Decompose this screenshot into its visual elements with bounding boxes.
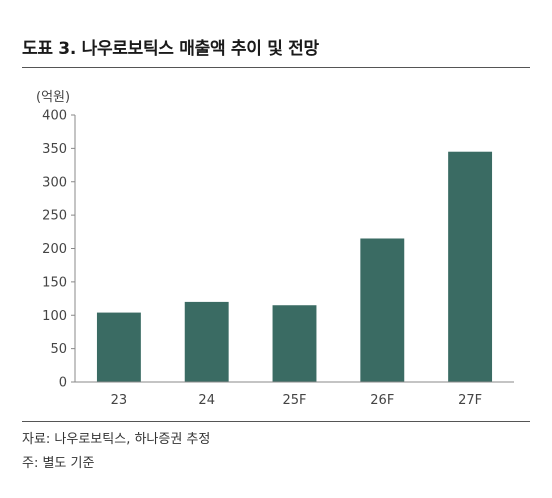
bars — [96, 151, 493, 382]
x-tick-label: 24 — [198, 393, 215, 408]
x-tick-label: 25F — [282, 393, 306, 408]
y-tick-label: 400 — [42, 109, 67, 124]
source-note: 자료: 나우로보틱스, 하나증권 추정 — [22, 432, 211, 447]
bar-23 — [96, 312, 141, 382]
bar-26F — [360, 238, 405, 382]
y-tick-label: 250 — [42, 209, 67, 224]
y-tick-label: 350 — [42, 142, 67, 157]
top-divider — [22, 67, 530, 68]
basis-note: 주: 별도 기준 — [22, 456, 95, 471]
figure-title: 도표 3. 나우로보틱스 매출액 추이 및 전망 — [22, 39, 319, 59]
unit-label: (억원) — [36, 90, 71, 105]
bar-24 — [184, 301, 229, 382]
y-axis-ticks: 0 50 100 150 200 250 300 350 400 — [42, 109, 75, 391]
y-tick-label: 200 — [42, 242, 67, 257]
y-tick-label: 0 — [59, 376, 67, 391]
y-tick-label: 300 — [42, 175, 67, 190]
bottom-divider — [22, 421, 530, 422]
bar-27F — [448, 151, 493, 382]
y-tick-label: 100 — [42, 309, 67, 324]
x-tick-label: 26F — [370, 393, 394, 408]
y-tick-label: 150 — [42, 275, 67, 290]
y-tick-label: 50 — [50, 342, 67, 357]
x-tick-label: 27F — [458, 393, 482, 408]
x-tick-label: 23 — [111, 393, 128, 408]
bar-25F — [272, 305, 317, 382]
x-axis-ticks: 23 24 25F 26F 27F — [111, 393, 482, 408]
